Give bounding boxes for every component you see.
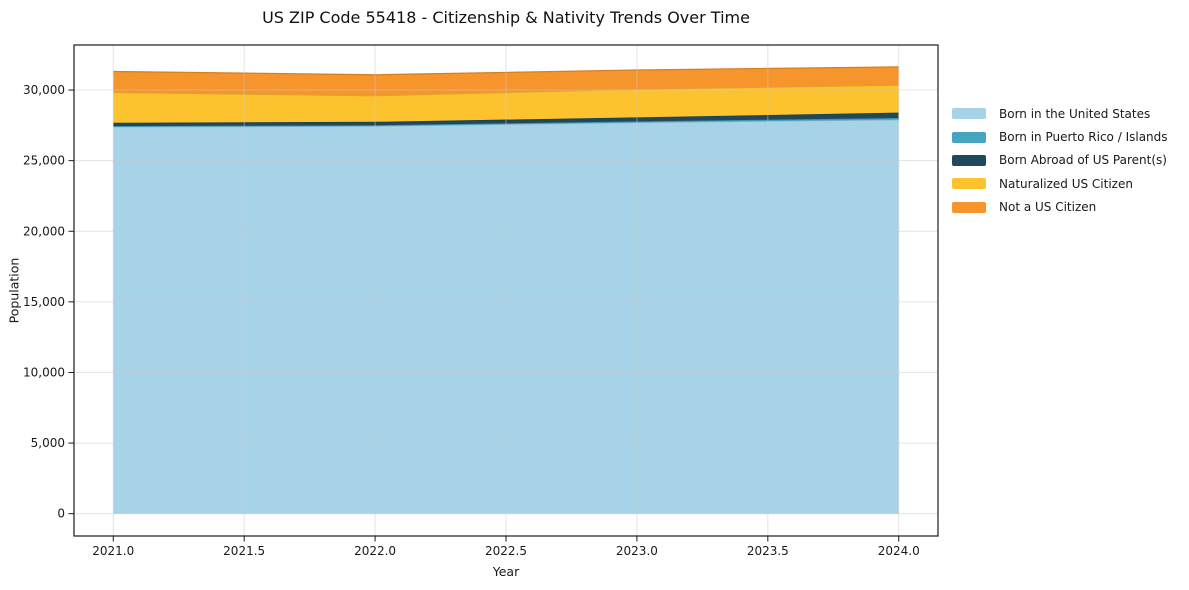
x-tick-label: 2022.0 bbox=[354, 544, 396, 558]
legend: Born in the United States Born in Puerto … bbox=[952, 102, 1168, 219]
y-tick-label: 30,000 bbox=[23, 83, 65, 97]
x-tick-label: 2022.5 bbox=[485, 544, 527, 558]
chart-title: US ZIP Code 55418 - Citizenship & Nativi… bbox=[262, 8, 750, 27]
axis-ticks: 2021.0 2021.5 2022.0 2022.5 2023.0 2023.5 2024… bbox=[23, 83, 920, 558]
y-tick-label: 20,000 bbox=[23, 224, 65, 238]
y-tick-label: 0 bbox=[57, 507, 65, 521]
legend-swatch bbox=[952, 178, 986, 190]
legend-item: Born in Puerto Rico / Islands bbox=[952, 125, 1168, 148]
gridlines bbox=[74, 45, 938, 536]
legend-label: Naturalized US Citizen bbox=[999, 176, 1133, 191]
y-tick-label: 25,000 bbox=[23, 154, 65, 168]
legend-item: Born Abroad of US Parent(s) bbox=[952, 149, 1168, 172]
legend-label: Born Abroad of US Parent(s) bbox=[999, 153, 1167, 168]
x-axis-label: Year bbox=[492, 564, 520, 579]
x-tick-label: 2023.5 bbox=[747, 544, 789, 558]
x-tick-label: 2024.0 bbox=[878, 544, 920, 558]
y-tick-label: 15,000 bbox=[23, 295, 65, 309]
legend-item: Born in the United States bbox=[952, 102, 1168, 125]
legend-swatch bbox=[952, 201, 986, 213]
x-tick-label: 2021.5 bbox=[223, 544, 265, 558]
y-tick-label: 10,000 bbox=[23, 365, 65, 379]
y-tick-label: 5,000 bbox=[31, 436, 65, 450]
legend-label: Born in the United States bbox=[999, 106, 1151, 121]
x-tick-label: 2021.0 bbox=[92, 544, 134, 558]
legend-swatch bbox=[952, 154, 986, 166]
y-axis-label: Population bbox=[6, 257, 22, 324]
legend-label: Not a US Citizen bbox=[999, 200, 1097, 215]
x-tick-label: 2023.0 bbox=[616, 544, 658, 558]
area-band-2 bbox=[113, 112, 899, 127]
legend-swatch bbox=[952, 108, 986, 120]
legend-label: Born in Puerto Rico / Islands bbox=[999, 130, 1168, 145]
legend-item: Naturalized US Citizen bbox=[952, 172, 1168, 195]
legend-item: Not a US Citizen bbox=[952, 196, 1168, 219]
legend-swatch bbox=[952, 131, 986, 143]
